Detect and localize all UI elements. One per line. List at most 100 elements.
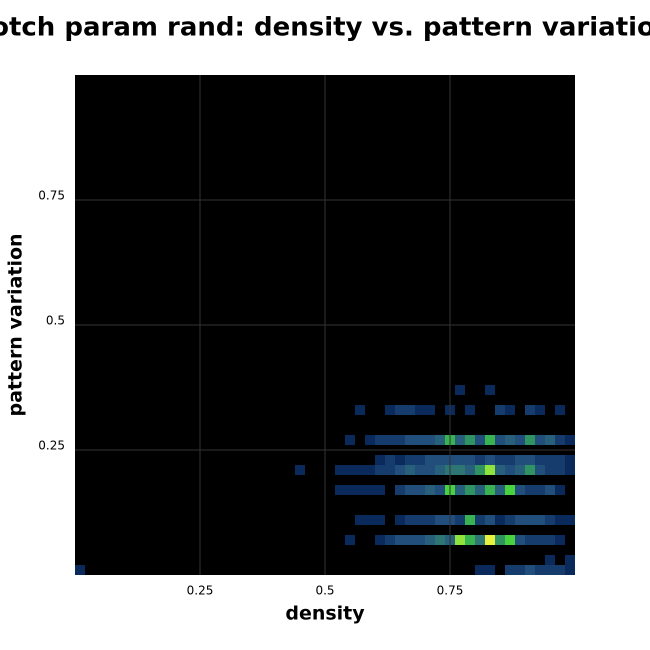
heatmap-cell bbox=[415, 465, 425, 475]
heatmap-cell bbox=[495, 515, 505, 525]
heatmap-cell bbox=[495, 535, 505, 545]
heatmap-cell bbox=[485, 535, 495, 545]
heatmap-cell bbox=[465, 465, 475, 475]
heatmap-cell bbox=[365, 465, 375, 475]
heatmap-cell bbox=[495, 455, 505, 465]
heatmap-cell bbox=[515, 435, 525, 445]
heatmap-cell bbox=[495, 435, 505, 445]
heatmap-cell bbox=[375, 435, 385, 445]
heatmap-cell bbox=[495, 405, 505, 415]
heatmap-cell bbox=[485, 455, 495, 465]
heatmap-cell bbox=[545, 535, 555, 545]
heatmap-cell bbox=[555, 435, 565, 445]
heatmap-cell bbox=[535, 405, 545, 415]
heatmap-cell bbox=[555, 465, 565, 475]
heatmap-cell bbox=[405, 455, 415, 465]
heatmap-cell bbox=[385, 405, 395, 415]
y-tick-label: 0.75 bbox=[38, 189, 65, 203]
heatmap-cell bbox=[415, 435, 425, 445]
heatmap-cell bbox=[355, 465, 365, 475]
heatmap-cell bbox=[505, 485, 515, 495]
heatmap-cell bbox=[525, 485, 535, 495]
heatmap-cell bbox=[75, 565, 85, 575]
heatmap-cell bbox=[335, 465, 345, 475]
heatmap-cell bbox=[345, 535, 355, 545]
y-tick-label: 0.25 bbox=[38, 439, 65, 453]
heatmap-cell bbox=[515, 465, 525, 475]
heatmap-cell bbox=[465, 405, 475, 415]
heatmap-cell bbox=[355, 405, 365, 415]
heatmap-cell bbox=[565, 565, 575, 575]
heatmap-cell bbox=[535, 515, 545, 525]
heatmap-cell bbox=[485, 465, 495, 475]
heatmap-cell bbox=[435, 515, 445, 525]
heatmap-cell bbox=[565, 515, 575, 525]
heatmap-cell bbox=[545, 515, 555, 525]
heatmap-cell bbox=[515, 515, 525, 525]
heatmap-cell bbox=[395, 465, 405, 475]
heatmap-cell bbox=[425, 455, 435, 465]
heatmap-cell bbox=[385, 435, 395, 445]
heatmap-cell bbox=[545, 465, 555, 475]
heatmap-cell bbox=[505, 515, 515, 525]
heatmap-cell bbox=[485, 515, 495, 525]
heatmap-cell bbox=[525, 465, 535, 475]
heatmap-cell bbox=[525, 405, 535, 415]
heatmap-cell bbox=[535, 465, 545, 475]
heatmap-cell bbox=[415, 485, 425, 495]
heatmap-cell bbox=[475, 435, 485, 445]
heatmap-cell bbox=[415, 515, 425, 525]
heatmap-cell bbox=[355, 515, 365, 525]
heatmap-cell bbox=[545, 485, 555, 495]
heatmap-cell bbox=[415, 405, 425, 415]
y-axis-label: pattern variation bbox=[5, 233, 27, 416]
heatmap-cell bbox=[555, 405, 565, 415]
heatmap-cell bbox=[505, 455, 515, 465]
heatmap-cell bbox=[395, 515, 405, 525]
heatmap-cell bbox=[545, 555, 555, 565]
chart-title: notch param rand: density vs. pattern va… bbox=[0, 13, 650, 43]
heatmap-cell bbox=[415, 455, 425, 465]
heatmap-cell bbox=[465, 455, 475, 465]
heatmap-cell bbox=[425, 465, 435, 475]
heatmap-cell bbox=[455, 485, 465, 495]
heatmap-cell bbox=[525, 565, 535, 575]
heatmap-cell bbox=[375, 515, 385, 525]
heatmap-cell bbox=[385, 465, 395, 475]
heatmap-cell bbox=[395, 435, 405, 445]
heatmap-cell bbox=[385, 535, 395, 545]
heatmap-cell bbox=[485, 385, 495, 395]
heatmap-cell bbox=[435, 485, 445, 495]
heatmap-cell bbox=[435, 455, 445, 465]
heatmap-cell bbox=[475, 515, 485, 525]
heatmap-cell bbox=[505, 435, 515, 445]
heatmap-cell bbox=[465, 485, 475, 495]
x-tick-label: 0.75 bbox=[437, 584, 464, 598]
heatmap-cell bbox=[545, 455, 555, 465]
heatmap-cell bbox=[335, 485, 345, 495]
heatmap-cell bbox=[505, 535, 515, 545]
x-tick-label: 0.5 bbox=[315, 584, 334, 598]
heatmap-cell bbox=[395, 485, 405, 495]
heatmap-cell bbox=[555, 455, 565, 465]
heatmap-cell bbox=[485, 485, 495, 495]
heatmap-cell bbox=[355, 485, 365, 495]
heatmap-cell bbox=[565, 465, 575, 475]
heatmap-cell bbox=[455, 435, 465, 445]
heatmap-cell bbox=[425, 435, 435, 445]
heatmap-cell bbox=[555, 535, 565, 545]
heatmap-cell bbox=[545, 565, 555, 575]
heatmap-cell bbox=[375, 485, 385, 495]
heatmap-cell bbox=[405, 435, 415, 445]
heatmap-cell bbox=[295, 465, 305, 475]
heatmap-cell bbox=[435, 535, 445, 545]
heatmap-cell bbox=[405, 465, 415, 475]
heatmap-cell bbox=[395, 455, 405, 465]
heatmap-cell bbox=[365, 435, 375, 445]
heatmap-cell bbox=[515, 535, 525, 545]
heatmap-cell bbox=[345, 465, 355, 475]
heatmap-cell bbox=[425, 485, 435, 495]
heatmap-cell bbox=[505, 465, 515, 475]
heatmap-cell bbox=[535, 455, 545, 465]
